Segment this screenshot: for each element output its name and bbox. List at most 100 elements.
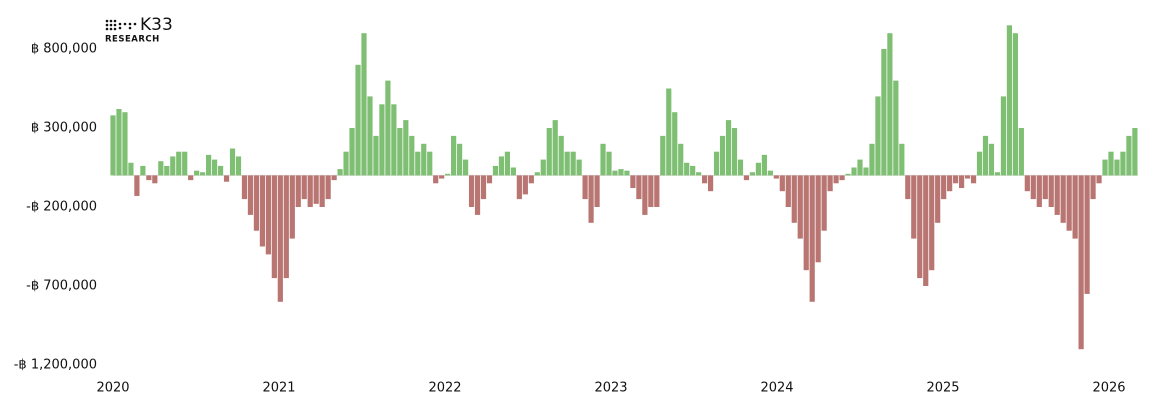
x-tick-label: 2026 <box>1092 381 1125 396</box>
bar <box>355 64 361 176</box>
bar <box>773 175 779 179</box>
bar <box>582 175 588 200</box>
bar <box>731 128 738 176</box>
bar <box>182 151 188 176</box>
bar <box>988 143 995 176</box>
bar <box>289 175 295 239</box>
bar <box>666 88 672 176</box>
bar <box>702 175 708 184</box>
bar <box>391 104 397 176</box>
bar <box>307 175 313 207</box>
bar <box>253 175 260 231</box>
bar <box>982 135 989 176</box>
bar <box>1012 33 1018 176</box>
x-tick-label: 2024 <box>760 381 793 396</box>
bar <box>217 165 224 176</box>
bar <box>176 151 182 176</box>
bar <box>409 135 415 176</box>
bar <box>373 135 379 176</box>
bar <box>929 175 935 271</box>
bar <box>624 170 630 176</box>
bar <box>343 151 349 176</box>
bar <box>194 170 200 176</box>
bar <box>947 175 953 192</box>
bar <box>170 156 176 176</box>
bar <box>265 175 271 255</box>
x-tick-label: 2020 <box>96 381 129 396</box>
bar <box>206 154 212 176</box>
bar <box>445 173 451 176</box>
bar <box>1090 175 1096 200</box>
bar <box>899 143 905 176</box>
bar <box>486 175 493 184</box>
x-tick-label: 2025 <box>926 381 959 396</box>
bar <box>1102 159 1108 176</box>
bar <box>953 175 959 184</box>
bar <box>1048 175 1054 207</box>
bar <box>994 172 1001 176</box>
bar <box>1018 128 1024 176</box>
bar <box>905 175 911 200</box>
bar <box>433 175 439 184</box>
bar <box>301 175 307 200</box>
bar <box>570 151 576 176</box>
bar <box>1078 175 1084 350</box>
bar <box>421 143 427 176</box>
bar <box>534 172 540 176</box>
bar <box>229 148 236 176</box>
bar <box>379 104 385 176</box>
bar <box>696 172 702 176</box>
bar <box>606 151 612 176</box>
bar <box>1024 175 1030 192</box>
bar <box>708 175 714 192</box>
bar <box>313 175 319 204</box>
bar <box>684 162 690 176</box>
bar <box>552 120 558 176</box>
bar <box>349 128 355 176</box>
bar <box>779 175 785 192</box>
bar <box>725 120 732 176</box>
y-tick-label: ฿ 800,000 <box>31 42 97 57</box>
logo-icon <box>105 19 137 31</box>
bar <box>857 159 863 176</box>
bar <box>146 175 152 181</box>
bar <box>277 175 283 302</box>
bar <box>283 175 289 279</box>
bar <box>923 175 929 286</box>
bar <box>1000 96 1007 176</box>
x-tick-label: 2022 <box>428 381 461 396</box>
bar <box>618 169 624 176</box>
bar <box>743 175 750 181</box>
bar <box>935 175 941 223</box>
bar <box>594 175 600 207</box>
bar <box>564 151 570 176</box>
bar <box>660 135 666 176</box>
bar <box>845 173 851 176</box>
y-tick-label: -฿ 1,200,000 <box>14 358 97 373</box>
bar <box>881 49 887 176</box>
bar <box>504 151 511 176</box>
bar <box>1132 128 1138 176</box>
bar <box>152 175 158 184</box>
bar <box>200 172 206 176</box>
bar <box>140 165 146 176</box>
bar <box>468 175 475 207</box>
bar <box>833 175 839 184</box>
bar <box>319 175 325 207</box>
bar <box>128 162 134 176</box>
bar <box>785 175 791 207</box>
bar <box>122 112 128 176</box>
bar <box>259 175 265 247</box>
bar <box>636 175 642 200</box>
bar <box>164 165 170 176</box>
bar <box>600 143 606 176</box>
bar <box>415 151 421 176</box>
y-tick-label: ฿ 300,000 <box>31 121 97 136</box>
bar <box>110 115 116 176</box>
bar <box>235 156 242 176</box>
bar <box>1072 175 1078 239</box>
bar <box>1114 159 1120 176</box>
bar <box>713 151 720 176</box>
bar <box>462 159 469 176</box>
bar <box>361 33 367 176</box>
